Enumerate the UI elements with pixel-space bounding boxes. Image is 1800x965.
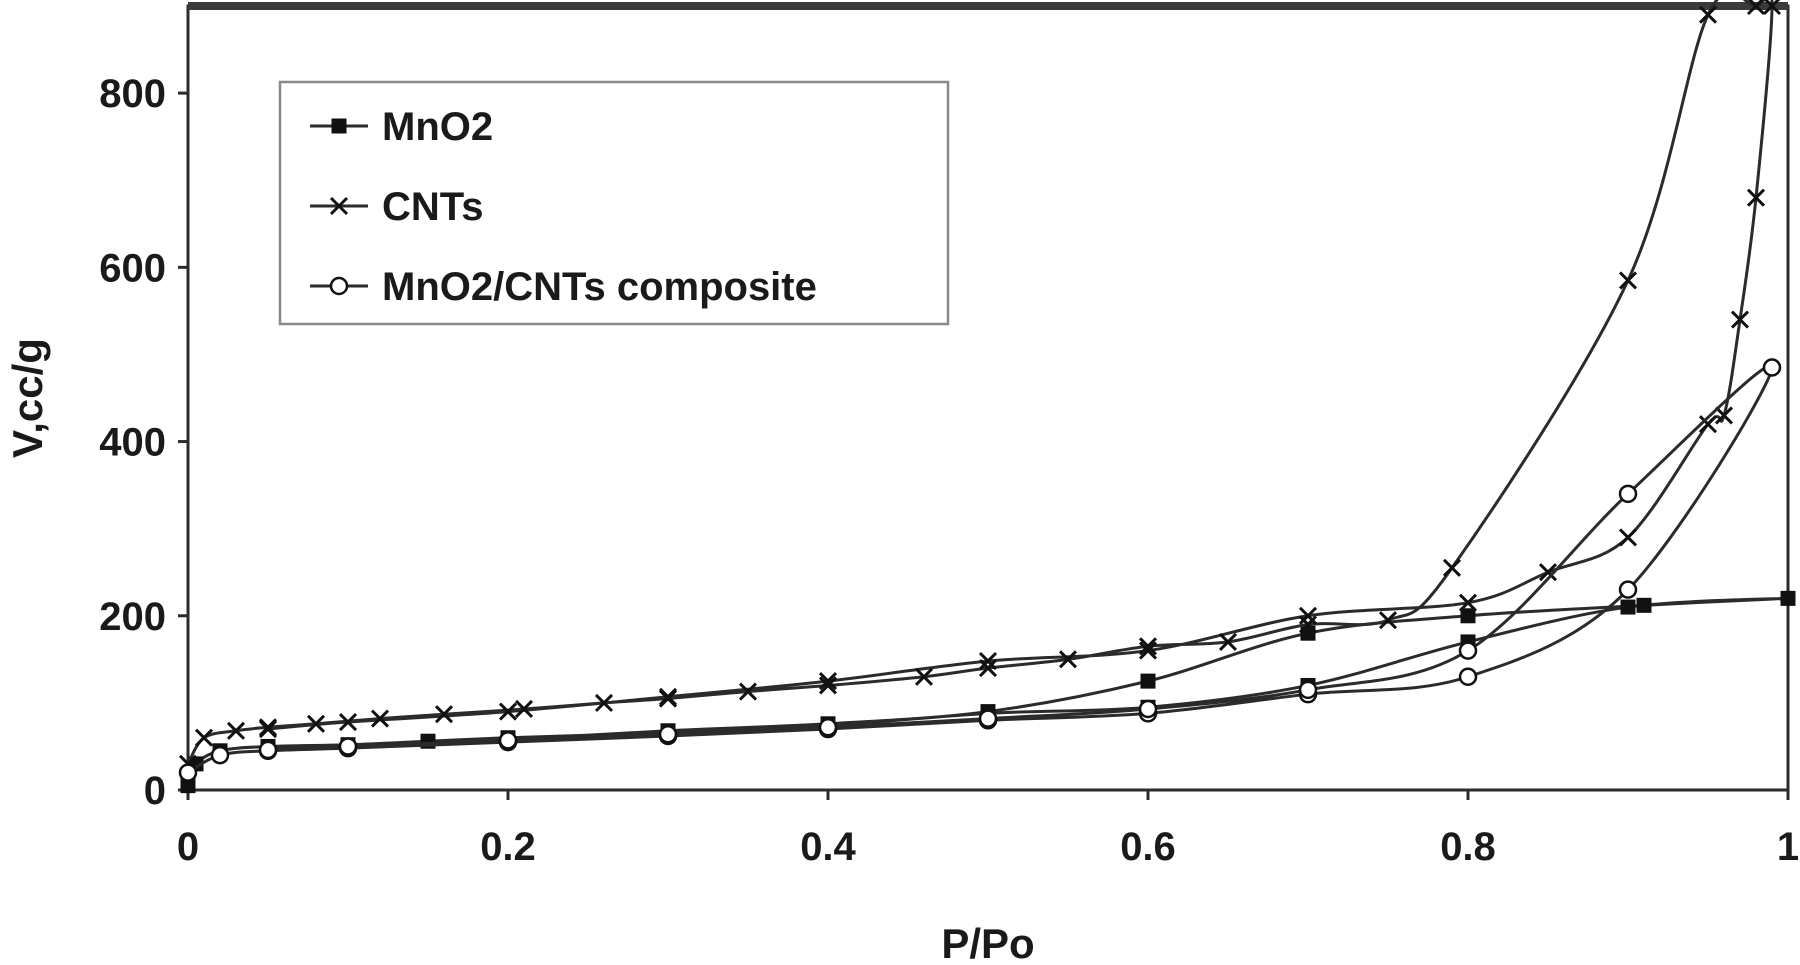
data-point bbox=[1138, 641, 1158, 660]
y-tick-label: 600 bbox=[99, 246, 166, 290]
data-point bbox=[1298, 606, 1318, 625]
data-point bbox=[306, 714, 326, 733]
y-axis-title: V,cc/g bbox=[4, 338, 51, 458]
legend-item: MnO2 bbox=[310, 105, 493, 149]
data-point bbox=[178, 763, 198, 782]
x-tick-label: 0.2 bbox=[480, 825, 536, 869]
y-tick-label: 400 bbox=[99, 421, 166, 465]
data-point bbox=[978, 709, 998, 728]
legend-marker bbox=[329, 276, 349, 296]
data-point bbox=[258, 719, 278, 739]
y-tick-label: 200 bbox=[99, 595, 166, 639]
x-axis-title: P/Po bbox=[941, 920, 1034, 965]
data-point bbox=[658, 724, 678, 744]
data-point bbox=[514, 699, 534, 719]
data-point bbox=[1618, 484, 1638, 504]
data-point bbox=[370, 709, 390, 728]
data-point bbox=[194, 728, 214, 747]
data-point bbox=[1698, 415, 1718, 434]
data-point bbox=[1762, 358, 1782, 377]
data-point bbox=[1058, 650, 1078, 669]
data-point bbox=[1746, 0, 1766, 16]
legend-item: MnO2/CNTs composite bbox=[310, 265, 817, 309]
series-cnts bbox=[178, 0, 1782, 773]
data-point bbox=[338, 737, 358, 756]
data-point bbox=[738, 682, 758, 701]
series-line bbox=[187, 364, 1774, 774]
legend-box bbox=[278, 80, 950, 326]
data-point bbox=[818, 676, 838, 695]
data-point bbox=[818, 718, 838, 737]
data-point bbox=[914, 667, 934, 686]
series-line bbox=[186, 596, 1790, 787]
series-line bbox=[186, 0, 1774, 765]
axes: 0 200 400 600 800 0 0.2 0.4 0.6 0.8 1 bbox=[99, 2, 1799, 869]
data-point bbox=[1746, 188, 1766, 207]
data-point bbox=[498, 731, 518, 750]
data-point bbox=[1730, 310, 1750, 329]
legend-marker bbox=[329, 196, 349, 216]
data-point bbox=[1298, 680, 1318, 700]
data-point bbox=[818, 672, 838, 691]
data-point bbox=[1442, 558, 1462, 577]
data-point bbox=[1620, 599, 1636, 615]
x-tick-label: 0.4 bbox=[800, 825, 856, 869]
data-point bbox=[1378, 611, 1398, 630]
data-point bbox=[1762, 0, 1782, 16]
series-mno2 bbox=[180, 590, 1796, 794]
data-point bbox=[434, 705, 454, 724]
data-point bbox=[1458, 593, 1478, 612]
data-point bbox=[1218, 632, 1238, 651]
data-point bbox=[1140, 673, 1156, 689]
series-layer bbox=[178, 0, 1796, 794]
x-tick-label: 0 bbox=[177, 825, 199, 869]
data-point bbox=[1538, 563, 1558, 582]
data-point bbox=[1698, 5, 1718, 24]
data-point bbox=[1458, 641, 1478, 660]
data-point bbox=[1780, 590, 1796, 606]
data-point bbox=[1458, 667, 1478, 687]
data-point bbox=[1618, 271, 1638, 290]
legend-label: CNTs bbox=[382, 185, 483, 229]
data-point bbox=[978, 658, 998, 678]
data-point bbox=[658, 687, 678, 706]
legend: MnO2 CNTs MnO2/CNTs composite bbox=[278, 80, 950, 326]
data-point bbox=[498, 702, 518, 721]
x-tick-label: 0.6 bbox=[1120, 825, 1176, 869]
series-mno2-cnts-composite bbox=[178, 358, 1782, 782]
data-point bbox=[594, 693, 614, 712]
data-point bbox=[1138, 699, 1158, 719]
legend-item: CNTs bbox=[310, 185, 483, 229]
data-point bbox=[1636, 597, 1652, 613]
data-point bbox=[338, 712, 358, 732]
y-tick-label: 800 bbox=[99, 72, 166, 116]
data-point bbox=[1138, 637, 1158, 656]
legend-label: MnO2/CNTs composite bbox=[382, 265, 817, 309]
data-point bbox=[1618, 528, 1638, 547]
x-tick-label: 0.8 bbox=[1440, 825, 1496, 869]
y-tick-label: 0 bbox=[144, 769, 166, 813]
data-point bbox=[1460, 608, 1476, 624]
legend-label: MnO2 bbox=[382, 105, 493, 149]
data-point bbox=[1714, 406, 1734, 425]
data-point bbox=[978, 652, 998, 671]
data-point bbox=[226, 721, 246, 740]
data-point bbox=[258, 740, 278, 760]
legend-marker bbox=[331, 118, 347, 134]
data-point bbox=[1618, 580, 1638, 599]
data-point bbox=[210, 745, 230, 765]
x-tick-label: 1 bbox=[1777, 825, 1799, 869]
